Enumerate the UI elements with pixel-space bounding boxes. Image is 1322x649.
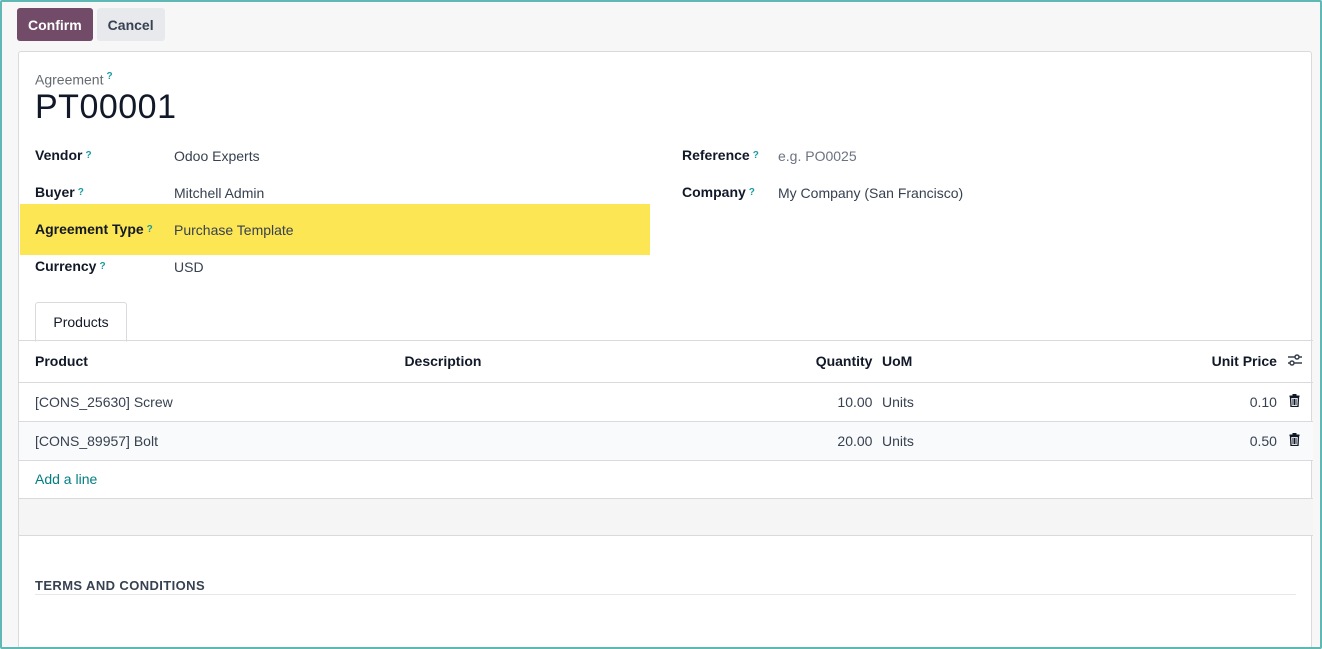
quantity-cell[interactable]: 10.00: [647, 382, 873, 422]
table-footer: [19, 498, 1313, 536]
help-icon[interactable]: ?: [99, 260, 106, 272]
document-name: PT00001: [35, 88, 177, 126]
table-header-row: Product Description Quantity UoM Unit Pr…: [19, 341, 1313, 383]
terms-heading: TERMS AND CONDITIONS: [35, 578, 206, 593]
reference-input[interactable]: e.g. PO0025: [778, 148, 857, 164]
vendor-label: Vendor: [35, 147, 83, 163]
help-icon[interactable]: ?: [77, 186, 84, 198]
optional-columns-toggle[interactable]: [1276, 341, 1313, 383]
field-buyer: Buyer?: [35, 177, 84, 207]
trash-icon: [1289, 393, 1300, 407]
help-icon[interactable]: ?: [146, 223, 153, 235]
vendor-field[interactable]: Odoo Experts: [174, 148, 260, 164]
form-sheet: Agreement? PT00001 Vendor? Odoo Experts …: [18, 51, 1313, 647]
column-header-quantity[interactable]: Quantity: [647, 341, 873, 383]
field-reference: Reference?: [682, 140, 759, 170]
delete-line-button[interactable]: [1276, 382, 1313, 422]
help-icon[interactable]: ?: [748, 186, 755, 198]
notebook-tabs: Products: [35, 302, 127, 342]
buyer-field[interactable]: Mitchell Admin: [174, 185, 265, 201]
agreement-type-field[interactable]: Purchase Template: [174, 222, 294, 238]
cancel-button[interactable]: Cancel: [96, 8, 165, 41]
control-bar: Confirm Cancel: [17, 8, 165, 44]
confirm-button[interactable]: Confirm: [17, 8, 93, 41]
column-header-product[interactable]: Product: [19, 341, 405, 383]
product-cell[interactable]: [CONS_89957] Bolt: [19, 421, 405, 461]
terms-separator: [35, 594, 1296, 595]
sliders-icon: [1287, 354, 1302, 366]
unit-price-cell[interactable]: 0.10: [1009, 382, 1277, 422]
uom-cell[interactable]: Units: [881, 421, 1010, 461]
company-field[interactable]: My Company (San Francisco): [778, 185, 964, 201]
help-icon[interactable]: ?: [85, 149, 92, 161]
help-icon[interactable]: ?: [106, 71, 113, 82]
column-header-description[interactable]: Description: [404, 341, 648, 383]
add-line-link[interactable]: Add a line: [35, 471, 98, 488]
column-header-unit-price[interactable]: Unit Price: [1009, 341, 1277, 383]
buyer-label: Buyer: [35, 184, 75, 200]
reference-label: Reference: [682, 147, 750, 163]
field-currency: Currency?: [35, 251, 106, 281]
help-icon[interactable]: ?: [752, 149, 759, 161]
tab-products[interactable]: Products: [35, 302, 127, 342]
quantity-cell[interactable]: 20.00: [647, 421, 873, 461]
product-lines-table: Product Description Quantity UoM Unit Pr…: [19, 341, 1313, 498]
title-label-text: Agreement: [35, 71, 104, 88]
add-line-row: Add a line: [19, 460, 1313, 498]
title-label: Agreement?: [35, 71, 113, 88]
unit-price-cell[interactable]: 0.50: [1009, 421, 1277, 461]
description-cell[interactable]: [404, 421, 648, 461]
field-agreement-type: Agreement Type?: [35, 214, 153, 244]
table-row[interactable]: [CONS_89957] Bolt 20.00 Units 0.50: [19, 421, 1313, 461]
currency-field[interactable]: USD: [174, 259, 204, 275]
column-header-uom[interactable]: UoM: [881, 341, 1010, 383]
company-label: Company: [682, 184, 746, 200]
agreement-type-label: Agreement Type: [35, 221, 144, 237]
field-company: Company?: [682, 177, 755, 207]
agreement-type-highlight: [20, 204, 650, 255]
trash-icon: [1289, 432, 1300, 446]
description-cell[interactable]: [404, 382, 648, 422]
delete-line-button[interactable]: [1276, 421, 1313, 461]
tab-divider: [19, 340, 1313, 341]
table-row[interactable]: [CONS_25630] Screw 10.00 Units 0.10: [19, 382, 1313, 422]
product-cell[interactable]: [CONS_25630] Screw: [19, 382, 405, 422]
field-vendor: Vendor?: [35, 140, 92, 170]
uom-cell[interactable]: Units: [881, 382, 1010, 422]
currency-label: Currency: [35, 258, 97, 274]
